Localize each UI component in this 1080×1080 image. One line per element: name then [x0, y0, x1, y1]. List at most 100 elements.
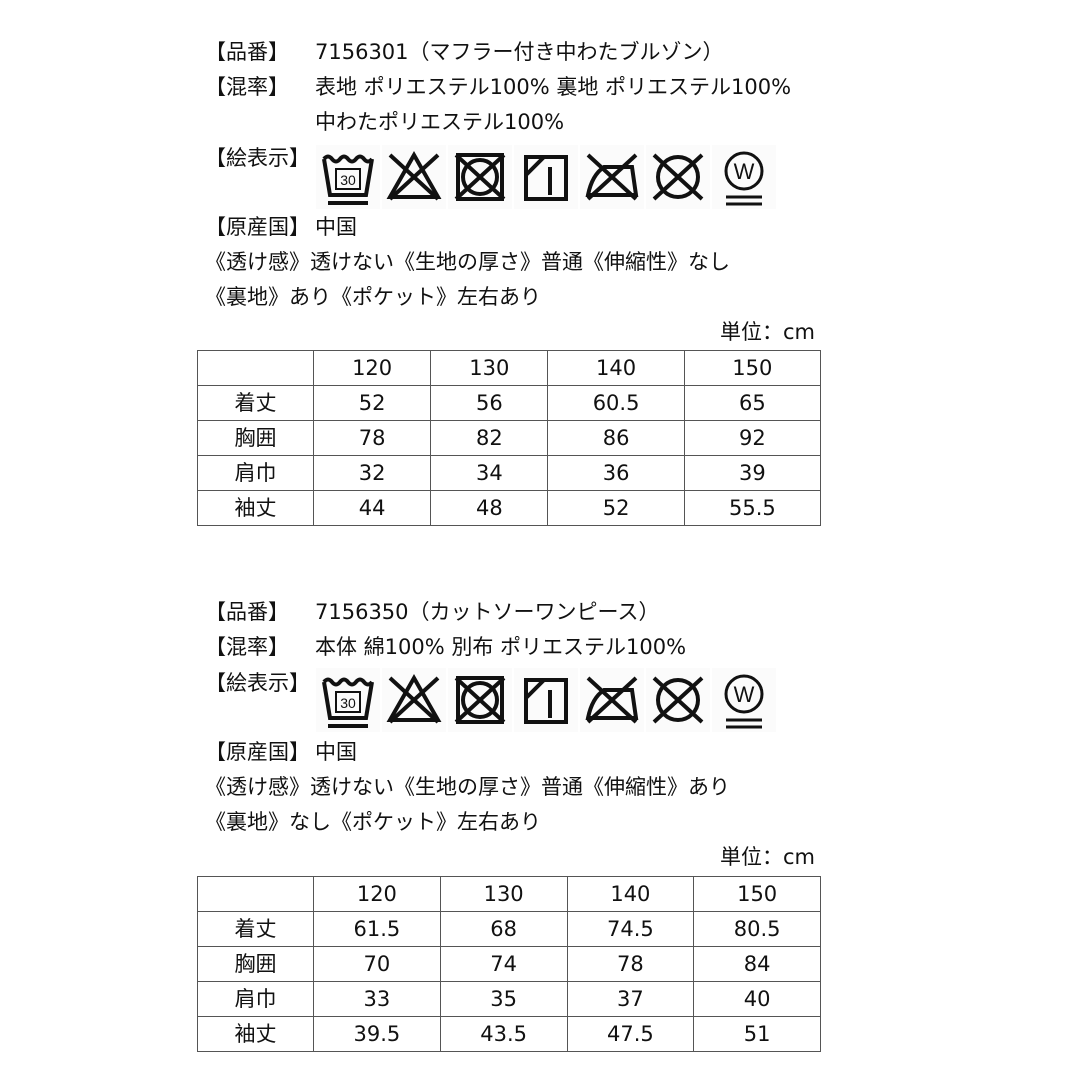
size-table: 120 130 140 150 着丈 61.5 68 74.5 80.5 胸囲 70 74 78 84 肩巾… [197, 876, 821, 1052]
column-header: 150 [683, 350, 822, 386]
table-cell: 52 [312, 385, 432, 421]
table-cell: 56 [430, 385, 549, 421]
no-tumble-dry-icon [448, 145, 512, 209]
table-cell: 43.5 [439, 1016, 568, 1052]
mix-label: 【混率】 [205, 75, 289, 99]
origin-value: 中国 [315, 215, 357, 239]
table-cell: 44 [312, 490, 432, 526]
row-header: 着丈 [197, 385, 314, 421]
table-cell: 39.5 [313, 1016, 441, 1052]
table-cell: 80.5 [693, 911, 821, 947]
column-header: 120 [312, 350, 432, 386]
no-tumble-dry-icon [448, 668, 512, 732]
table-row: 袖丈 39.5 43.5 47.5 51 [197, 1016, 821, 1052]
table-header-row: 120 130 140 150 [197, 350, 822, 386]
svg-text:W: W [734, 159, 755, 184]
column-header: 140 [566, 876, 695, 912]
table-cell: 70 [313, 946, 441, 982]
mix-value-2: 中わたポリエステル100% [315, 110, 565, 134]
wet-clean-icon: W [712, 145, 776, 209]
table-cell: 92 [683, 420, 822, 456]
row-header: 着丈 [197, 911, 314, 947]
svg-text:30: 30 [340, 172, 356, 188]
table-row: 着丈 52 56 60.5 65 [197, 385, 822, 421]
table-cell: 37 [566, 981, 695, 1017]
table-cell: 78 [312, 420, 432, 456]
mix-label: 【混率】 [205, 635, 289, 659]
no-dry-clean-icon [646, 668, 710, 732]
table-row: 胸囲 78 82 86 92 [197, 420, 822, 456]
table-cell: 78 [566, 946, 695, 982]
table-cell: 84 [693, 946, 821, 982]
table-cell: 68 [439, 911, 568, 947]
table-row: 着丈 61.5 68 74.5 80.5 [197, 911, 821, 947]
unit-label: 単位：cm [719, 845, 815, 869]
care-label: 【絵表示】 [205, 671, 310, 695]
no-iron-icon [580, 668, 644, 732]
column-header: 150 [693, 876, 821, 912]
column-header: 130 [430, 350, 549, 386]
table-cell: 35 [439, 981, 568, 1017]
table-cell: 40 [693, 981, 821, 1017]
row-header: 肩巾 [197, 455, 314, 491]
svg-text:30: 30 [340, 695, 356, 711]
row-header: 袖丈 [197, 490, 314, 526]
table-row: 肩巾 32 34 36 39 [197, 455, 822, 491]
attributes-line-1: 《透け感》透けない《生地の厚さ》普通《伸縮性》あり [205, 775, 730, 799]
no-dry-clean-icon [646, 145, 710, 209]
unit-label: 単位：cm [719, 320, 815, 344]
column-header: 120 [313, 876, 441, 912]
table-cell: 86 [547, 420, 685, 456]
table-row: 肩巾 33 35 37 40 [197, 981, 821, 1017]
care-label: 【絵表示】 [205, 146, 310, 170]
table-cell: 39 [683, 455, 822, 491]
table-cell: 48 [430, 490, 549, 526]
table-cell: 51 [693, 1016, 821, 1052]
item-label: 【品番】 [205, 40, 289, 64]
column-header: 140 [547, 350, 685, 386]
row-header: 肩巾 [197, 981, 314, 1017]
table-cell: 36 [547, 455, 685, 491]
mix-value: 表地 ポリエステル100% 裏地 ポリエステル100% [315, 75, 792, 99]
wet-clean-icon: W [712, 668, 776, 732]
table-cell: 55.5 [683, 490, 822, 526]
column-header [197, 350, 314, 386]
table-row: 胸囲 70 74 78 84 [197, 946, 821, 982]
table-cell: 52 [547, 490, 685, 526]
row-header: 胸囲 [197, 946, 314, 982]
drip-dry-shade-icon [514, 668, 578, 732]
care-icons: 30 W [316, 668, 778, 732]
table-row: 袖丈 44 48 52 55.5 [197, 490, 822, 526]
svg-text:W: W [734, 682, 755, 707]
table-cell: 47.5 [566, 1016, 695, 1052]
item-label: 【品番】 [205, 600, 289, 624]
column-header [197, 876, 314, 912]
no-bleach-icon [382, 668, 446, 732]
table-cell: 60.5 [547, 385, 685, 421]
wash-30-icon: 30 [316, 668, 380, 732]
column-header: 130 [439, 876, 568, 912]
table-cell: 74.5 [566, 911, 695, 947]
wash-30-icon: 30 [316, 145, 380, 209]
table-cell: 32 [312, 455, 432, 491]
row-header: 袖丈 [197, 1016, 314, 1052]
attributes-line-1: 《透け感》透けない《生地の厚さ》普通《伸縮性》なし [205, 250, 730, 274]
origin-label: 【原産国】 [205, 740, 310, 764]
table-cell: 65 [683, 385, 822, 421]
size-table: 120 130 140 150 着丈 52 56 60.5 65 胸囲 78 82 86 92 肩巾 32 34… [197, 350, 822, 526]
table-cell: 74 [439, 946, 568, 982]
table-header-row: 120 130 140 150 [197, 876, 821, 912]
row-header: 胸囲 [197, 420, 314, 456]
mix-value: 本体 綿100% 別布 ポリエステル100% [315, 635, 687, 659]
origin-value: 中国 [315, 740, 357, 764]
table-cell: 33 [313, 981, 441, 1017]
attributes-line-2: 《裏地》なし《ポケット》左右あり [205, 810, 541, 834]
origin-label: 【原産国】 [205, 215, 310, 239]
item-value: 7156301（マフラー付き中わたブルゾン） [315, 40, 724, 64]
no-iron-icon [580, 145, 644, 209]
table-cell: 34 [430, 455, 549, 491]
care-icons: 30 W [316, 145, 778, 209]
attributes-line-2: 《裏地》あり《ポケット》左右あり [205, 285, 541, 309]
table-cell: 82 [430, 420, 549, 456]
drip-dry-shade-icon [514, 145, 578, 209]
